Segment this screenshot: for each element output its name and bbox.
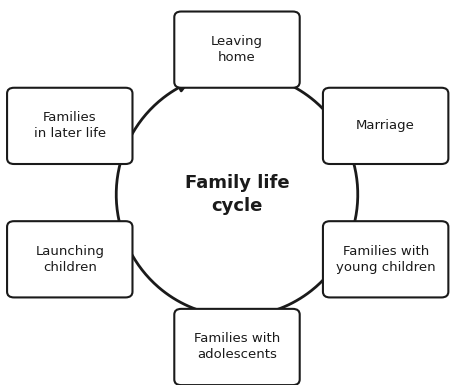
FancyBboxPatch shape — [174, 12, 300, 88]
Text: Families with
young children: Families with young children — [336, 245, 436, 274]
FancyBboxPatch shape — [7, 221, 132, 298]
Text: Family life
cycle: Family life cycle — [185, 174, 289, 215]
Text: Leaving
home: Leaving home — [211, 35, 263, 64]
Text: Families
in later life: Families in later life — [34, 111, 106, 140]
Text: Families with
adolescents: Families with adolescents — [194, 333, 280, 361]
FancyBboxPatch shape — [174, 309, 300, 385]
Text: Marriage: Marriage — [356, 119, 415, 132]
Text: Launching
children: Launching children — [35, 245, 104, 274]
FancyBboxPatch shape — [323, 221, 448, 298]
FancyBboxPatch shape — [323, 88, 448, 164]
FancyBboxPatch shape — [7, 88, 132, 164]
